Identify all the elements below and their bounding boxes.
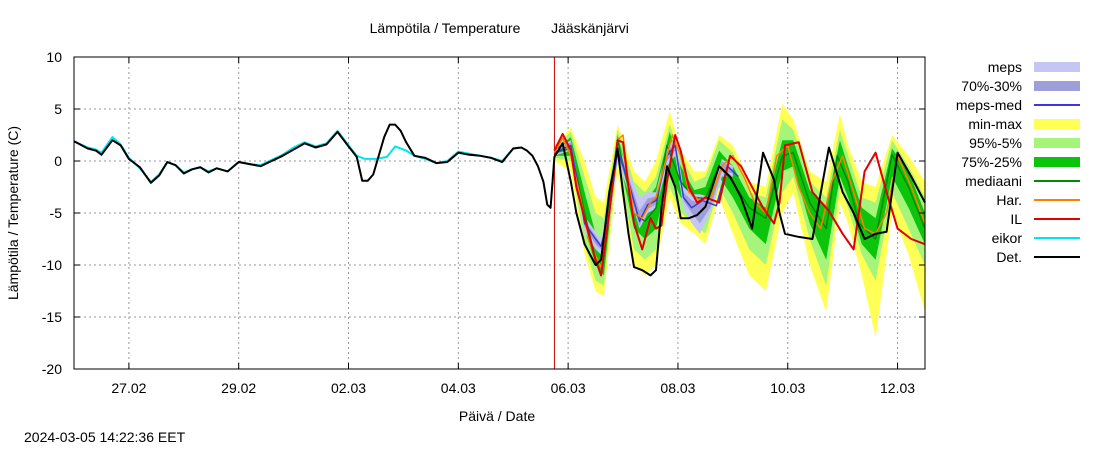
x-axis-label: Päivä / Date <box>459 408 535 424</box>
legend-swatch-meps <box>1034 62 1080 72</box>
series-lines <box>73 57 926 369</box>
legend-swatch-minmax <box>1034 119 1080 129</box>
legend-label-p75_25: 75%-25% <box>961 154 1022 170</box>
y-tick-label: -10 <box>42 257 62 273</box>
band-meps <box>554 138 733 255</box>
series-meps-med <box>554 144 739 248</box>
legend-swatch-p75_25 <box>1034 157 1080 167</box>
legend-label-minmax: min-max <box>968 116 1022 132</box>
y-axis-label: Lämpötila / Temperature (C) <box>5 126 21 300</box>
y-tick-label: -20 <box>42 361 62 377</box>
legend-label-p70_30: 70%-30% <box>961 78 1022 94</box>
y-axis-ticks: 10 5 0 -5 -10 -15 -20 <box>42 49 925 377</box>
y-tick-label: 10 <box>46 49 62 65</box>
forecast-bands <box>554 103 925 338</box>
series-il <box>553 132 926 277</box>
y-tick-label: 0 <box>54 153 62 169</box>
x-tick-label: 08.03 <box>660 380 695 396</box>
x-tick-label: 06.03 <box>551 380 586 396</box>
grid <box>74 57 925 369</box>
x-tick-label: 04.03 <box>441 380 476 396</box>
y-tick-label: 5 <box>54 101 62 117</box>
band-75-25 <box>554 131 925 276</box>
x-axis-ticks: 27.02 29.02 02.03 04.03 06.03 08.03 10.03 12.03 <box>111 57 915 396</box>
x-tick-label: 29.02 <box>221 380 256 396</box>
legend-swatch-p70_30 <box>1034 81 1080 91</box>
legend-label-meps: meps <box>988 59 1022 75</box>
legend-label-har: Har. <box>996 192 1022 208</box>
y-tick-label: -15 <box>42 309 62 325</box>
legend-label-mediaani: mediaani <box>965 173 1022 189</box>
chart-title: Lämpötila / Temperature <box>370 20 521 36</box>
x-tick-label: 12.03 <box>880 380 915 396</box>
legend-label-p95_5: 95%-5% <box>969 135 1022 151</box>
chart-subtitle: Jääskänjärvi <box>551 20 629 36</box>
legend-swatch-p95_5 <box>1034 138 1080 148</box>
x-tick-label: 10.03 <box>770 380 805 396</box>
legend-label-il: IL <box>1010 211 1022 227</box>
legend-label-meps_med: meps-med <box>956 97 1022 113</box>
timestamp-footer: 2024-03-05 14:22:36 EET <box>24 429 186 445</box>
y-tick-label: -5 <box>50 205 63 221</box>
x-tick-label: 27.02 <box>111 380 146 396</box>
x-tick-label: 02.03 <box>331 380 366 396</box>
series-eikor <box>73 129 519 183</box>
legend-label-eikor: eikor <box>992 230 1023 246</box>
legend: meps 70%-30% meps-med min-max 95%-5% 75%-25% m… <box>956 59 1080 265</box>
series-det <box>73 123 926 277</box>
legend-label-det: Det. <box>996 249 1022 265</box>
